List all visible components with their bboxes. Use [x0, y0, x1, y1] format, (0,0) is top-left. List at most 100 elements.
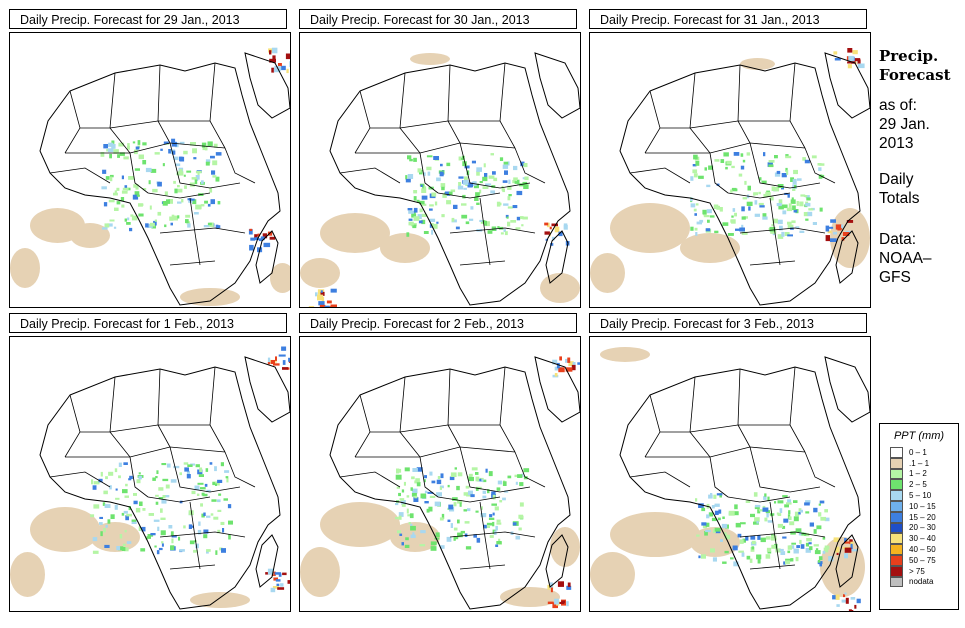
dry-area — [30, 507, 100, 552]
precip-cell — [787, 193, 790, 198]
precip-cell — [171, 538, 174, 544]
precip-cell — [507, 185, 512, 190]
precip-cell — [750, 513, 755, 518]
heavy-precip-cell — [559, 356, 562, 361]
legend-item: 0 – 1 — [890, 447, 958, 458]
precip-cell — [162, 478, 169, 482]
precip-cell — [730, 557, 734, 560]
precip-cell — [431, 480, 436, 484]
country-border — [769, 197, 781, 266]
precip-cell — [706, 184, 711, 188]
precip-cell — [134, 168, 140, 171]
precip-cell — [485, 468, 488, 473]
country-border — [459, 564, 506, 570]
precip-cell — [409, 513, 414, 519]
precip-cell — [98, 478, 103, 483]
country-border — [629, 167, 691, 184]
precip-cell — [475, 487, 479, 491]
data-source: Data: NOAA– GFS — [879, 230, 965, 287]
precip-cell — [439, 486, 442, 490]
precip-cell — [113, 149, 119, 154]
precip-cell — [714, 510, 719, 515]
precip-cell — [722, 516, 725, 519]
precip-cell — [523, 468, 530, 473]
precip-cell — [473, 183, 479, 189]
precip-cell — [179, 472, 182, 476]
precip-cell — [122, 489, 128, 494]
precip-cell — [746, 201, 753, 206]
precip-cell — [155, 494, 159, 497]
precip-cell — [136, 479, 141, 484]
precip-cell — [733, 561, 739, 567]
precip-cell — [505, 214, 509, 218]
precip-cell — [482, 490, 486, 494]
precip-cell — [751, 540, 756, 545]
precip-cell — [502, 180, 508, 183]
precip-cell — [514, 474, 520, 478]
data-line-1: Data: — [879, 231, 917, 248]
heavy-precip-cell — [857, 59, 861, 65]
country-border — [169, 142, 241, 189]
precip-cell — [429, 208, 433, 211]
precip-cell — [762, 507, 769, 512]
heavy-precip-cell — [565, 358, 569, 363]
precip-cell — [731, 215, 734, 218]
precip-cell — [779, 225, 783, 231]
heavy-precip-cell — [836, 604, 840, 607]
precip-cell — [91, 479, 94, 485]
country-border — [769, 501, 781, 570]
precip-cell — [124, 218, 127, 222]
precip-cell — [429, 471, 433, 476]
precip-cell — [132, 141, 136, 144]
heavy-precip-cell — [850, 597, 856, 600]
precip-cell — [415, 478, 420, 483]
dry-area — [10, 552, 45, 597]
precip-cell — [154, 152, 160, 155]
precip-cell — [506, 216, 509, 219]
precip-cell — [808, 208, 812, 211]
heavy-precip-cell — [835, 546, 840, 553]
precip-cell — [103, 144, 108, 149]
precip-cell — [731, 219, 736, 224]
madagascar-coastline — [545, 230, 569, 284]
heavy-precip-cell — [832, 595, 837, 600]
precip-cell — [162, 163, 165, 167]
precip-cell — [754, 200, 758, 205]
heavy-precip-cell — [285, 53, 290, 60]
precip-cell — [513, 177, 518, 180]
precip-cell — [490, 190, 495, 194]
precip-cell — [450, 523, 453, 528]
precip-cell — [749, 558, 753, 563]
precip-cell — [217, 201, 221, 205]
precip-cell — [806, 197, 811, 201]
precip-cell — [746, 152, 751, 156]
precip-cell — [138, 213, 144, 217]
precip-cell — [164, 224, 167, 228]
precip-cell — [814, 550, 821, 555]
precip-cell — [408, 218, 413, 221]
precip-cell — [766, 547, 772, 552]
precip-cell — [419, 208, 423, 213]
heavy-precip-cell — [287, 580, 290, 584]
precip-cell — [778, 205, 784, 210]
precip-cell — [416, 481, 421, 487]
precip-cell — [742, 197, 748, 200]
country-border — [157, 64, 171, 144]
precip-cell — [822, 536, 826, 540]
precip-cell — [751, 546, 755, 550]
precip-cell — [436, 492, 442, 497]
heavy-precip-cell — [272, 55, 276, 59]
precip-cell — [142, 142, 147, 146]
precip-cell — [101, 186, 107, 190]
precip-cell — [758, 202, 764, 206]
country-border — [157, 368, 171, 448]
precip-cell — [186, 470, 190, 476]
country-border — [169, 564, 216, 570]
heavy-precip-cell — [287, 367, 290, 370]
precip-cell — [719, 207, 723, 212]
legend-swatch — [890, 468, 903, 480]
precip-cell — [99, 522, 103, 525]
precip-cell — [189, 198, 195, 201]
country-border — [449, 227, 536, 234]
